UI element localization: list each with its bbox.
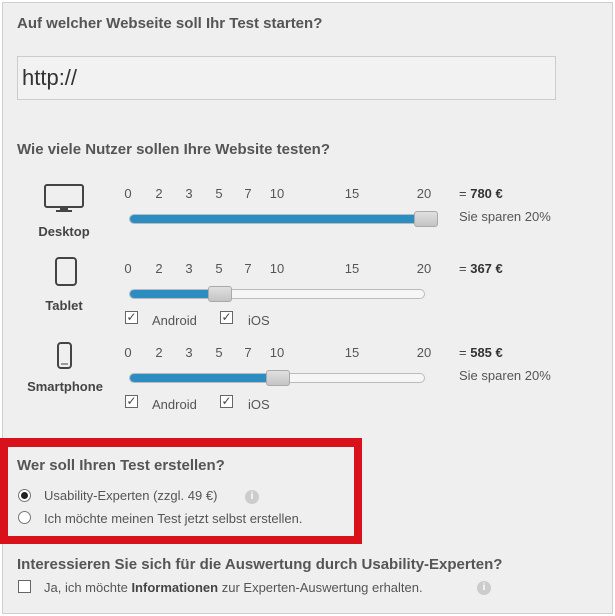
tablet-icon — [54, 257, 78, 292]
expert-info-checkbox[interactable] — [18, 580, 31, 593]
tick-label: 2 — [155, 261, 163, 276]
highlight-box — [0, 438, 362, 544]
platform-checkbox-ios[interactable]: ✓ — [220, 394, 233, 408]
price: = 585 € — [459, 345, 503, 360]
tick-label: 10 — [269, 186, 285, 201]
platform-checkbox-android[interactable]: ✓ — [125, 310, 138, 324]
tick-label: 10 — [269, 345, 285, 360]
device-label: Smartphone — [27, 379, 103, 394]
expert-info-label: Ja, ich möchte Informationen zur Experte… — [44, 580, 423, 595]
radio-label-experts: Usability-Experten (zzgl. 49 €) — [44, 488, 218, 503]
platform-label: Android — [152, 397, 197, 412]
slider-fill — [130, 215, 425, 223]
tick-label: 5 — [215, 261, 223, 276]
savings-text: Sie sparen 20% — [459, 209, 551, 224]
tick-label: 20 — [416, 261, 432, 276]
slider-handle[interactable] — [266, 370, 290, 386]
smartphone-icon — [56, 342, 74, 375]
user-count-slider[interactable] — [129, 211, 438, 227]
platform-label: iOS — [248, 397, 270, 412]
tick-label: 20 — [416, 345, 432, 360]
info-icon[interactable]: i — [477, 581, 491, 595]
tick-label: 5 — [215, 345, 223, 360]
savings-text: Sie sparen 20% — [459, 368, 551, 383]
user-count-slider[interactable] — [129, 286, 425, 302]
tick-label: 15 — [344, 261, 360, 276]
tick-label: 10 — [269, 261, 285, 276]
tick-label: 7 — [244, 345, 252, 360]
tick-label: 3 — [185, 186, 193, 201]
tick-label: 0 — [124, 261, 132, 276]
radio-usability-experts[interactable] — [18, 489, 31, 502]
question-user-count: Wie viele Nutzer sollen Ihre Website tes… — [17, 141, 331, 158]
tick-label: 7 — [244, 186, 252, 201]
tick-label: 2 — [155, 186, 163, 201]
question-start-url: Auf welcher Webseite soll Ihr Test start… — [17, 15, 323, 32]
price: = 367 € — [459, 261, 503, 276]
platform-checkbox-android[interactable]: ✓ — [125, 394, 138, 408]
info-icon[interactable]: i — [245, 490, 259, 504]
user-count-slider[interactable] — [129, 370, 425, 386]
radio-self-create[interactable] — [18, 511, 31, 524]
slider-fill — [130, 290, 220, 298]
tick-label: 3 — [185, 261, 193, 276]
tick-label: 2 — [155, 345, 163, 360]
tick-label: 0 — [124, 345, 132, 360]
tick-label: 3 — [185, 345, 193, 360]
question-expert-evaluation: Interessieren Sie sich für die Auswertun… — [17, 556, 503, 573]
tick-label: 15 — [344, 186, 360, 201]
device-label: Desktop — [38, 224, 90, 239]
question-test-creator: Wer soll Ihren Test erstellen? — [17, 457, 225, 474]
desktop-icon — [43, 184, 85, 219]
tick-label: 7 — [244, 261, 252, 276]
slider-fill — [130, 374, 278, 382]
slider-handle[interactable] — [208, 286, 232, 302]
platform-label: iOS — [248, 313, 270, 328]
platform-label: Android — [152, 313, 197, 328]
device-label: Tablet — [45, 298, 83, 313]
tick-label: 0 — [124, 186, 132, 201]
tick-label: 15 — [344, 345, 360, 360]
price: = 780 € — [459, 186, 503, 201]
url-input[interactable] — [17, 56, 556, 100]
tick-label: 5 — [215, 186, 223, 201]
slider-handle[interactable] — [414, 211, 438, 227]
radio-label-self: Ich möchte meinen Test jetzt selbst erst… — [44, 511, 303, 526]
tick-label: 20 — [416, 186, 432, 201]
platform-checkbox-ios[interactable]: ✓ — [220, 310, 233, 324]
